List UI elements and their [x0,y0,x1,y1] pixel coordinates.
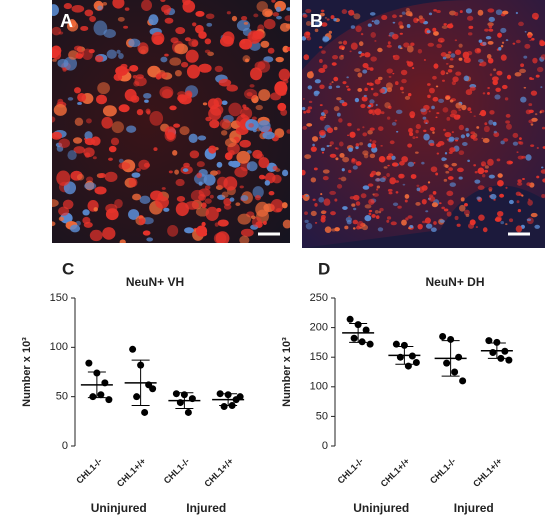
panel-label: C [62,259,74,278]
y-tick-label: 100 [310,381,328,393]
data-point [133,393,141,401]
data-point [346,315,354,323]
error-bar [395,346,414,365]
group-label: Injured [186,501,226,515]
data-point [459,377,467,385]
group-label: Injured [454,501,494,515]
y-axis-label: Number x 10³ [21,337,33,407]
data-point [89,393,97,401]
panel-label: D [318,259,330,278]
x-tick-label: CHL1-/- [74,456,104,486]
error-bar [87,371,106,399]
data-point [451,368,459,376]
y-tick-label: 150 [50,292,68,304]
data-point [149,385,157,393]
data-point [455,353,463,361]
x-tick-label: CHL1-/- [336,456,366,486]
data-point [85,359,93,367]
y-tick-label: 0 [322,440,328,452]
y-tick-label: 50 [316,410,328,422]
data-point [400,341,408,349]
data-point [97,391,105,399]
y-tick-label: 50 [56,391,68,403]
data-point [358,338,366,346]
x-tick-label: CHL1+/+ [115,456,148,489]
data-point [485,337,493,345]
data-point [236,393,244,401]
data-point [141,408,149,416]
x-tick-label: CHL1+/+ [202,456,235,489]
error-bar [219,393,238,407]
data-point [493,338,501,346]
data-point [439,332,447,340]
micrograph-a [52,0,290,243]
panel-label: B [310,11,323,31]
data-point [412,359,420,367]
data-point [129,345,137,353]
data-point [443,359,451,367]
data-point [447,335,455,343]
y-tick-label: 100 [50,341,68,353]
x-tick-label: CHL1-/- [428,456,458,486]
y-tick-label: 200 [310,322,328,334]
data-point [184,408,192,416]
x-tick-label: CHL1+/+ [379,456,412,489]
data-point [404,362,412,370]
y-tick-label: 150 [310,351,328,363]
error-bar [441,340,460,377]
error-bar [131,359,150,407]
chart-title: NeuN+ DH [425,275,484,289]
data-point [220,403,228,411]
error-bar [487,342,506,359]
error-bar [349,322,368,343]
panel-label: A [60,11,73,31]
error-bar [175,392,194,410]
y-axis-label: Number x 10³ [281,337,293,407]
group-label: Uninjured [91,501,147,515]
data-point [172,390,180,398]
data-point [350,334,358,342]
data-point [105,396,113,404]
y-tick-label: 0 [62,440,68,452]
group-label: Uninjured [353,501,409,515]
data-point [392,340,400,348]
y-tick-label: 250 [310,292,328,304]
chart-title: NeuN+ VH [126,275,184,289]
data-point [505,356,513,364]
data-point [362,326,370,334]
x-tick-label: CHL1+/+ [471,456,504,489]
data-point [366,340,374,348]
x-tick-label: CHL1-/- [162,456,192,486]
micrograph-b [302,0,545,248]
